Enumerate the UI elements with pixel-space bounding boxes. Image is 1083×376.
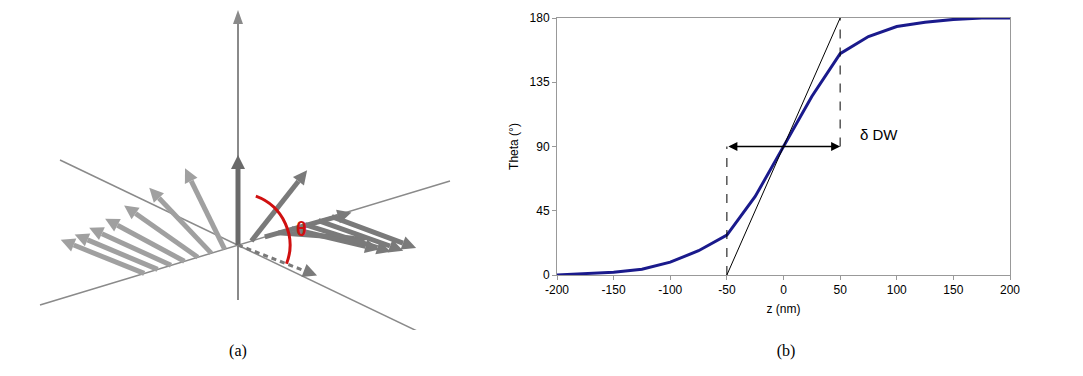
svg-text:-100: -100 (658, 283, 682, 297)
html-text:(a): (a) (229, 342, 247, 359)
svg-text:-200: -200 (545, 283, 569, 297)
html-text:(b): (b) (776, 342, 796, 359)
svg-text:100: 100 (887, 283, 907, 297)
svg-text:z (nm): z (nm) (767, 302, 801, 316)
svg-text:θ: θ (296, 218, 307, 240)
svg-text:200: 200 (1000, 283, 1020, 297)
svg-text:150: 150 (943, 283, 963, 297)
svg-text:-150: -150 (602, 283, 626, 297)
svg-text:-50: -50 (718, 283, 736, 297)
svg-text:Theta (°): Theta (°) (507, 123, 521, 170)
svg-text:50: 50 (833, 283, 847, 297)
svg-text:180: 180 (530, 11, 550, 25)
svg-text:0: 0 (780, 283, 787, 297)
svg-text:135: 135 (530, 75, 550, 89)
svg-text:90: 90 (536, 140, 550, 154)
svg-text:0: 0 (543, 268, 550, 282)
svg-text:45: 45 (536, 204, 550, 218)
svg-text:δ DW: δ DW (860, 126, 898, 143)
